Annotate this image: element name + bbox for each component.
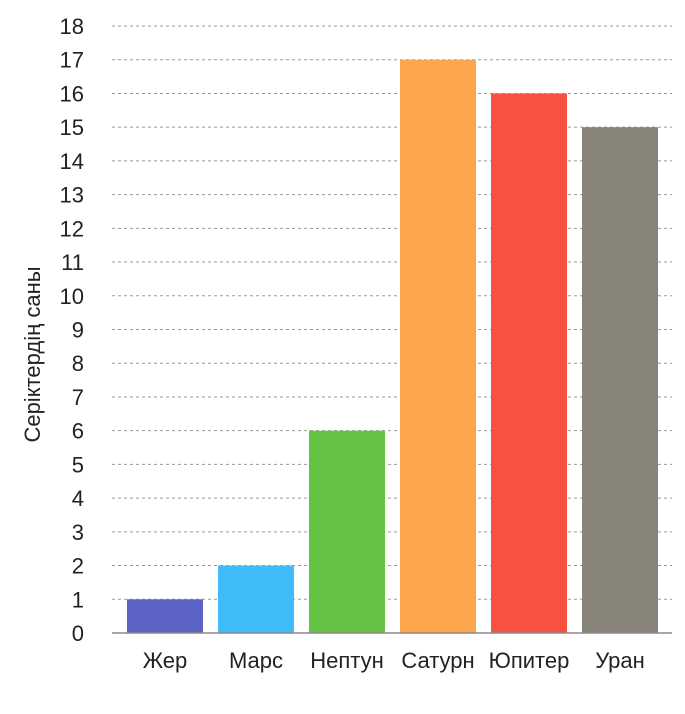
y-tick-label: 2: [72, 554, 84, 579]
bar: [400, 59, 476, 633]
y-tick-label: 3: [72, 520, 84, 545]
y-tick-label: 12: [60, 216, 84, 241]
y-tick-label: 5: [72, 452, 84, 477]
y-tick-label: 1: [72, 587, 84, 612]
y-tick-label: 13: [60, 183, 84, 208]
bar: [491, 93, 567, 633]
y-tick-label: 8: [72, 351, 84, 376]
y-tick-label: 17: [60, 48, 84, 73]
y-tick-label: 10: [60, 284, 84, 309]
bars: [127, 59, 658, 634]
x-tick-label: Марс: [229, 648, 283, 673]
y-tick-label: 4: [72, 486, 84, 511]
y-tick-label: 14: [60, 149, 84, 174]
y-tick-label: 18: [60, 14, 84, 39]
x-tick-label: Нептун: [310, 648, 384, 673]
x-tick-label: Уран: [595, 648, 645, 673]
y-tick-label: 7: [72, 385, 84, 410]
x-tick-label: Сатурн: [401, 648, 474, 673]
bar: [582, 127, 658, 634]
bar: [127, 599, 203, 633]
x-tick-label: Юпитер: [489, 648, 570, 673]
x-tick-label: Жер: [143, 648, 188, 673]
y-tick-label: 11: [61, 250, 84, 275]
y-tick-label: 0: [72, 621, 84, 646]
bar: [218, 565, 294, 633]
y-tick-label: 15: [60, 115, 84, 140]
y-axis-title: Серіктердің саны: [20, 266, 45, 442]
bar: [309, 430, 385, 633]
x-axis-labels: Жер Марс Нептун Сатурн Юпитер Уран: [143, 648, 645, 673]
y-tick-label: 16: [60, 81, 84, 106]
y-tick-label: 6: [72, 419, 84, 444]
y-tick-label: 9: [72, 318, 84, 343]
